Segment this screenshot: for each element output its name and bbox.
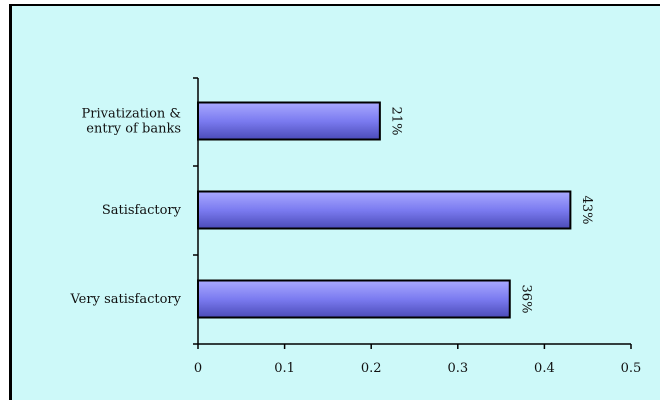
category-label-0: Privatization & entry of banks [82,106,181,136]
data-label-1: 43% [579,196,594,225]
x-tick-label-5: 0.5 [621,361,642,376]
bar-1 [197,190,572,230]
x-tick-label-3: 0.3 [447,361,468,376]
x-tick-label-2: 0.2 [361,361,382,376]
data-label-0: 21% [388,107,403,136]
x-tick-label-4: 0.4 [534,361,555,376]
category-label-1: Satisfactory [102,203,182,218]
x-tick-label-0: 0 [194,361,202,376]
category-label-2: Very satisfactory [69,292,181,307]
x-tick-label-1: 0.1 [274,361,295,376]
bar-0 [197,101,381,141]
data-label-2: 36% [518,285,533,314]
bar-2 [197,279,511,319]
